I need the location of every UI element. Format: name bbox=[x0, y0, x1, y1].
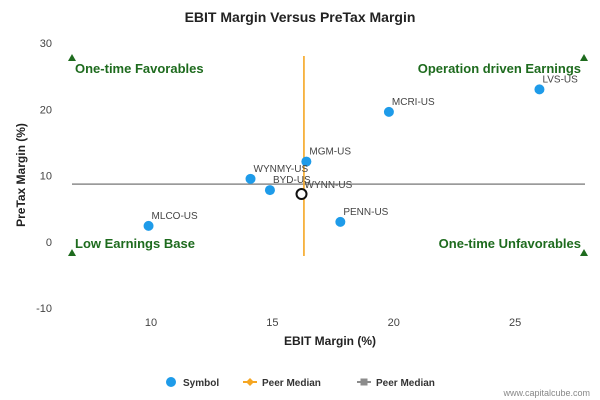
quadrant-label-top-right: Operation driven Earnings bbox=[418, 61, 581, 76]
y-tick-label: -10 bbox=[36, 303, 52, 315]
data-point bbox=[143, 220, 154, 231]
quadrant-triangle-marker bbox=[580, 249, 588, 256]
data-point-label: WYNMY-US bbox=[254, 164, 309, 175]
x-axis-ticks: 10 15 20 25 bbox=[145, 317, 521, 329]
y-tick-label: 0 bbox=[46, 237, 52, 249]
data-point-label: MLCO-US bbox=[152, 211, 198, 222]
legend[interactable]: Symbol Peer Median Peer Median bbox=[166, 377, 435, 389]
data-point bbox=[383, 106, 394, 117]
y-tick-label: 30 bbox=[40, 38, 52, 50]
legend-item[interactable]: Peer Median bbox=[243, 378, 321, 389]
chart-title: EBIT Margin Versus PreTax Margin bbox=[185, 9, 416, 25]
data-point bbox=[335, 216, 346, 227]
quadrant-label-top-left: One-time Favorables bbox=[75, 61, 204, 76]
data-point-label: BYD-US bbox=[273, 175, 311, 186]
legend-item-label: Symbol bbox=[183, 378, 219, 389]
x-tick-label: 20 bbox=[388, 317, 400, 329]
legend-diamond-marker bbox=[246, 378, 254, 386]
data-point bbox=[245, 173, 256, 184]
quadrant-label-bottom-left: Low Earnings Base bbox=[75, 236, 195, 251]
peer-median-lines bbox=[72, 56, 585, 256]
data-point-label: MGM-US bbox=[309, 147, 351, 158]
y-tick-label: 10 bbox=[40, 171, 52, 183]
data-point-label: LVS-US bbox=[542, 74, 578, 85]
y-axis-title: PreTax Margin (%) bbox=[14, 123, 28, 227]
data-point bbox=[264, 185, 275, 196]
x-tick-label: 25 bbox=[509, 317, 521, 329]
data-point-label: PENN-US bbox=[343, 207, 388, 218]
highlight-point: WYNN-US bbox=[295, 180, 353, 201]
data-point bbox=[301, 156, 312, 167]
legend-symbol-marker bbox=[166, 377, 176, 387]
legend-item[interactable]: Peer Median bbox=[357, 378, 435, 389]
quadrant-triangle-marker bbox=[68, 249, 76, 256]
y-tick-label: 20 bbox=[40, 104, 52, 116]
data-point bbox=[534, 84, 545, 95]
highlight-point-marker bbox=[295, 188, 308, 201]
highlight-point-label: WYNN-US bbox=[305, 180, 353, 191]
quadrant-markers bbox=[68, 54, 588, 256]
x-tick-label: 15 bbox=[266, 317, 278, 329]
legend-item[interactable]: Symbol bbox=[166, 377, 219, 389]
x-tick-label: 10 bbox=[145, 317, 157, 329]
quadrant-triangle-marker bbox=[580, 54, 588, 61]
legend-item-label: Peer Median bbox=[376, 378, 435, 389]
y-axis-ticks: 30 20 10 0 -10 bbox=[36, 38, 52, 315]
quadrant-triangle-marker bbox=[68, 54, 76, 61]
x-axis-title: EBIT Margin (%) bbox=[284, 334, 376, 348]
credit-text: www.capitalcube.com bbox=[502, 388, 590, 398]
legend-square-marker bbox=[360, 378, 368, 386]
quadrant-label-bottom-right: One-time Unfavorables bbox=[439, 236, 581, 251]
data-point-label: MCRI-US bbox=[392, 97, 435, 108]
legend-item-label: Peer Median bbox=[262, 378, 321, 389]
